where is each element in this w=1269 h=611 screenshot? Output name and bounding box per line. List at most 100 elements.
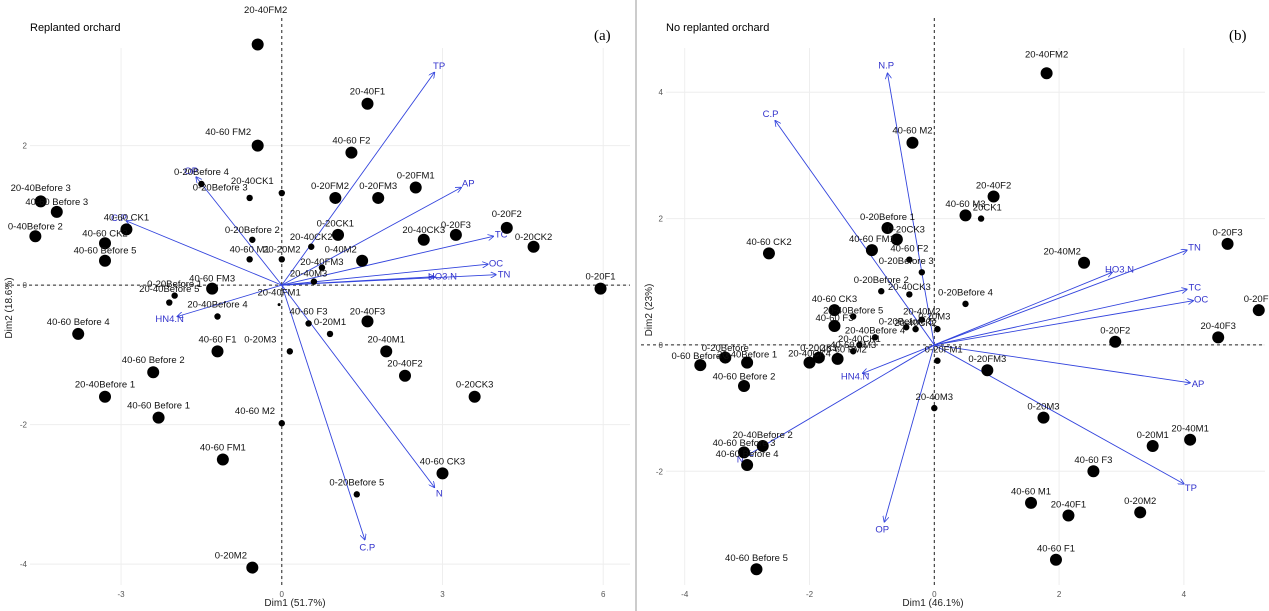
vector-arrow: [934, 289, 1187, 346]
sample-point: [906, 256, 913, 263]
panel-a-label: (a): [594, 28, 611, 44]
sample-point: [903, 324, 910, 331]
sample-point: [308, 243, 315, 250]
sample-point: [278, 189, 285, 197]
point-label: 20-40Before 3: [11, 183, 71, 194]
point-label: 20-20M2: [263, 244, 301, 255]
point-label: 0-20M3: [1027, 401, 1059, 412]
vector-label: OP: [875, 525, 889, 536]
sample-point: [1212, 331, 1225, 344]
point-label: 0-20Before 3: [879, 256, 934, 267]
point-label: 40-60 Before 5: [725, 553, 788, 564]
sample-point: [34, 195, 47, 208]
sample-point: [29, 230, 42, 243]
sample-point: [171, 292, 178, 299]
x-tick-label: 6: [601, 590, 606, 599]
point-label: 20-40Before 1: [75, 380, 135, 391]
sample-point: [251, 139, 264, 152]
point-label: 40-60 Before 1: [127, 401, 190, 412]
sample-point: [849, 348, 857, 355]
sample-point: [380, 345, 393, 358]
sample-point: [962, 300, 969, 308]
vector-label: HN4.N: [841, 371, 870, 382]
sample-point: [890, 233, 903, 246]
point-label: 0-20Before: [702, 343, 749, 354]
sample-point: [361, 97, 374, 110]
sample-point: [719, 351, 732, 364]
point-label: 0-20Before 4: [938, 288, 993, 299]
point-label: 40-60 Before 3: [25, 197, 88, 208]
point-label: 20-40CK2: [290, 232, 333, 243]
vector-arrow: [775, 121, 935, 346]
sample-point: [527, 240, 540, 253]
point-label: 0-20F3: [441, 220, 471, 231]
point-label: 0-20CK3: [456, 380, 494, 391]
vector-arrow: [281, 187, 461, 286]
sample-point: [1184, 433, 1197, 446]
point-label: 20-40M2: [903, 307, 941, 318]
sample-point: [50, 205, 63, 218]
sample-point: [326, 330, 334, 338]
point-label: 20-40CK3: [402, 225, 445, 236]
point-label: 40-60 CK2: [82, 228, 127, 239]
sample-point: [500, 221, 513, 234]
point-label: 0-20Before 1: [860, 212, 915, 223]
sample-point: [436, 467, 449, 480]
sample-point: [211, 345, 224, 358]
point-label: 40-60 F3: [290, 306, 328, 317]
point-label: 0-20CK1: [800, 343, 838, 354]
vector-label: C.P: [111, 213, 127, 224]
sample-point: [878, 288, 885, 295]
sample-point: [959, 209, 972, 222]
sample-point: [399, 369, 411, 382]
sample-point: [1252, 304, 1265, 317]
sample-point: [216, 453, 229, 466]
sample-point: [906, 136, 919, 149]
point-label: 0-20F1: [1244, 294, 1269, 305]
point-label: 20-40F3: [350, 306, 385, 317]
sample-point: [881, 222, 894, 235]
vector-arrow: [863, 344, 935, 373]
y-tick-label: 4: [659, 88, 664, 97]
vector-label: C.P: [763, 109, 779, 120]
point-label: 0-20M3: [244, 334, 276, 345]
point-label: 40-60 FM3: [189, 274, 235, 285]
panel-a-y-axis-label: Dim2 (18.6%): [4, 277, 15, 338]
point-label: 20-40M2: [1043, 247, 1081, 258]
panel-b: No replanted orchard (b) Dim1 (46.1%) Di…: [641, 18, 1269, 609]
point-label: 40-60 F3: [815, 313, 853, 324]
point-label: 40-60 F3: [1074, 455, 1112, 466]
sample-point: [828, 304, 841, 317]
sample-point: [147, 366, 160, 379]
point-label: 0-20Before 1: [147, 279, 202, 290]
point-label: 40-60 FM2: [821, 345, 867, 356]
vector-label: N.P: [878, 60, 894, 71]
y-tick-label: -4: [20, 560, 28, 569]
sample-point: [1040, 67, 1053, 80]
point-label: 0-20Before 5: [329, 477, 384, 488]
point-label: 0-20M3: [918, 312, 950, 323]
sample-point: [1049, 553, 1062, 566]
sample-point: [278, 256, 285, 263]
point-label: 20-40Before 2: [733, 430, 793, 441]
sample-point: [741, 458, 754, 471]
sample-point: [246, 194, 253, 202]
vector-label: OP: [184, 166, 198, 177]
point-label: 20-40Before 5: [823, 305, 883, 316]
point-label: 20-40FM3: [300, 257, 343, 268]
sample-point: [72, 327, 85, 340]
sample-point: [329, 191, 342, 204]
vector-arrow: [747, 344, 935, 456]
sample-point: [594, 282, 607, 295]
sample-point: [318, 264, 326, 271]
point-label: 20-40Before 1: [717, 350, 777, 361]
x-tick-label: -3: [118, 590, 126, 599]
vector-arrow: [934, 250, 1187, 346]
sample-point: [1025, 496, 1038, 509]
point-label: 20-40F2: [387, 359, 422, 370]
vector-arrow: [934, 344, 1184, 484]
sample-point: [1037, 411, 1050, 424]
panel-b-label: (b): [1229, 28, 1247, 44]
point-label: 40-60 F1: [198, 334, 236, 345]
